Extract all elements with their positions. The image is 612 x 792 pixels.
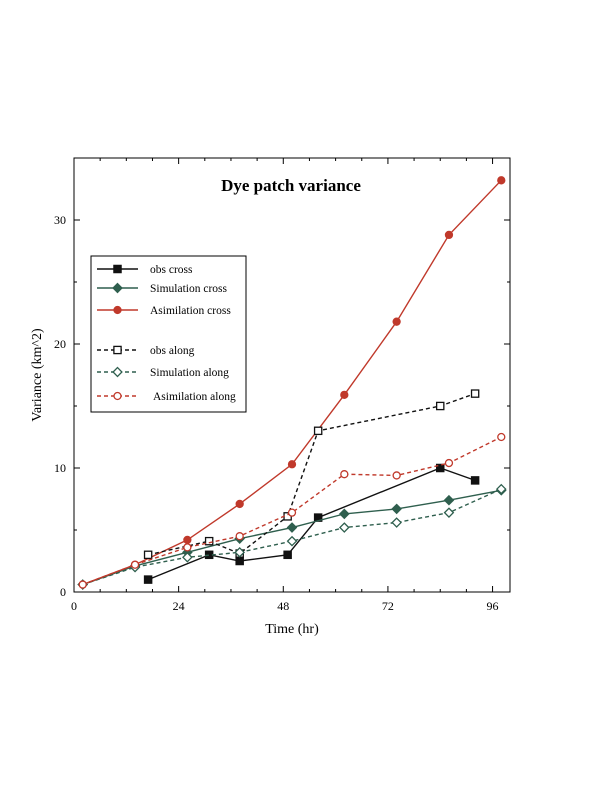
data-point [443,507,455,518]
legend-marker [113,305,122,315]
legend-entry: obs cross [97,264,193,276]
series-5 [77,483,507,590]
legend-label: obs along [150,345,195,357]
x-tick-label: 0 [71,599,77,613]
series-layer [77,176,507,590]
data-point [391,517,402,528]
data-point [287,508,297,517]
data-point [183,535,192,545]
plot-frame [73,157,511,593]
legend-marker [112,366,123,378]
data-point [435,463,445,473]
data-point [435,401,445,411]
data-point [130,560,140,569]
data-point [495,483,507,495]
data-point [283,550,292,560]
y-tick-label: 30 [54,213,66,227]
legend-label: Simulation along [150,367,229,379]
data-point [470,389,480,398]
data-point [392,471,401,480]
data-point [340,390,349,399]
data-point [313,426,323,436]
data-point [78,580,87,589]
legend-label: Asimilation cross [150,305,231,317]
series-4 [143,389,480,560]
series-line [147,467,476,581]
data-point [339,522,350,533]
legend-marker [113,391,122,401]
data-point [235,556,244,566]
chart-title: Dye patch variance [221,176,361,195]
data-point [497,176,506,185]
y-tick-label: 0 [60,585,66,599]
data-point [470,476,480,485]
data-point [143,550,153,560]
legend-entry: obs along [97,345,195,357]
x-tick-label: 72 [382,599,394,613]
data-point [443,494,455,506]
legend-entry: Asimilation cross [97,305,231,317]
data-point [392,317,401,326]
data-point [143,575,153,584]
data-point [234,547,245,558]
data-point [339,508,350,520]
legend-box [90,255,247,413]
legend-entry: Simulation cross [97,282,228,295]
data-point [183,543,192,552]
data-point [235,499,244,509]
data-point [444,458,454,468]
x-axis-title: Time (hr) [265,622,319,637]
x-tick-label: 24 [173,599,185,613]
x-tick-label: 48 [277,599,289,613]
data-point [286,522,298,533]
data-point [204,536,214,546]
legend-marker [113,264,122,274]
axis-ticks: 0 24 48 72 96 0 10 20 30 [54,157,510,613]
legend-label: obs cross [150,264,193,276]
legend: obs cross Simulation cross Asimilation cro… [90,255,247,413]
y-tick-label: 20 [54,337,66,351]
data-point [391,503,402,515]
x-tick-label: 96 [487,599,499,613]
data-point [287,460,297,469]
data-point [444,230,454,240]
data-point [235,532,244,541]
legend-marker [113,345,122,355]
y-tick-label: 10 [54,461,66,475]
data-point [497,432,506,442]
y-axis-title: Variance (km^2) [30,328,45,422]
series-6 [78,432,506,589]
legend-marker [112,282,123,294]
legend-label: Simulation cross [150,283,228,295]
legend-entry: Asimilation along [97,391,236,403]
data-point [340,470,349,479]
data-point [182,551,193,563]
legend-label: Asimilation along [153,391,236,403]
series-line [82,488,502,586]
data-point [286,535,298,547]
series-1 [143,463,480,584]
legend-entry: Simulation along [97,366,229,379]
